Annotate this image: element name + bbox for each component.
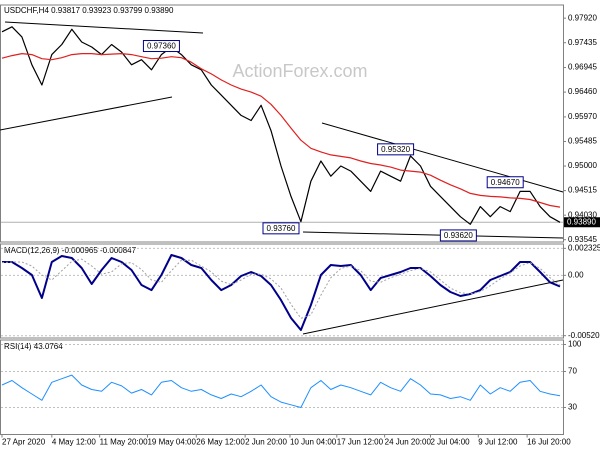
y-tick-label: 0.97435 (568, 38, 597, 47)
y-tick-label: 30 (568, 403, 577, 412)
x-tick-label: 9 Jul 12:00 (478, 438, 518, 447)
last-price-label: 0.93890 (567, 217, 596, 226)
x-tick-label: 10 Jun 04:00 (290, 438, 337, 447)
watermark: ActionForex.com (232, 61, 367, 81)
price-label-box (486, 176, 524, 189)
trendline (302, 231, 564, 239)
macd-pane (0, 243, 564, 339)
price-label-box (142, 40, 180, 53)
x-tick-label: 16 Jul 20:00 (527, 438, 571, 447)
price-pane (0, 4, 564, 243)
series-line (2, 254, 561, 331)
x-tick-label: 11 May 20:00 (100, 438, 148, 447)
y-tick-label: 0.95000 (568, 161, 597, 170)
y-tick-label: 0.96460 (568, 87, 597, 96)
y-tick-label: 70 (568, 367, 577, 376)
price-label-box (262, 222, 300, 235)
series-line (1, 374, 561, 408)
trendline (302, 279, 564, 335)
price-label: 0.93760 (267, 224, 296, 233)
x-tick-label: 2 Jun 20:00 (245, 438, 287, 447)
price-label-box (439, 229, 477, 242)
x-tick-label: 26 May 12:00 (196, 438, 245, 447)
x-tick-label: 2 Jul 04:00 (430, 438, 470, 447)
y-tick-label: 0.93545 (568, 235, 597, 244)
series-line (1, 26, 561, 225)
y-tick-label: 0.94030 (568, 210, 597, 219)
y-tick-label: 100 (568, 340, 582, 349)
trendline (0, 96, 173, 131)
price-label: 0.97360 (147, 42, 176, 51)
y-tick-label: 0.94515 (568, 186, 597, 195)
y-tick-label: 0.96945 (568, 63, 597, 72)
price-label-box (377, 143, 415, 156)
x-tick-label: 24 Jun 20:00 (385, 438, 432, 447)
trendline (4, 21, 204, 34)
y-tick-label: 0.95485 (568, 137, 597, 146)
y-tick-label: 0.95970 (568, 112, 597, 121)
price-label: 0.95320 (381, 145, 410, 154)
price-label: 0.93620 (444, 231, 473, 240)
x-tick-label: 17 Jun 12:00 (337, 438, 384, 447)
macd-title: MACD(12,26,9) -0.000965 -0.000847 (4, 246, 137, 255)
x-tick-label: 4 May 12:00 (52, 438, 97, 447)
series-line (1, 258, 561, 319)
y-tick-label: 0.00 (568, 270, 584, 279)
rsi-pane (0, 339, 564, 435)
last-price-box (564, 217, 600, 228)
y-tick-label: 0.002325 (568, 243, 600, 252)
price-label: 0.94670 (491, 178, 520, 187)
chart-title: USDCHF,H4 0.93817 0.93923 0.93799 0.9389… (4, 6, 174, 15)
x-tick-label: 19 May 04:00 (147, 438, 196, 447)
x-tick-label: 27 Apr 2020 (2, 438, 46, 447)
series-line (1, 53, 561, 208)
y-tick-label: 0.97920 (568, 13, 597, 22)
rsi-title: RSI(14) 43.0764 (4, 342, 63, 351)
